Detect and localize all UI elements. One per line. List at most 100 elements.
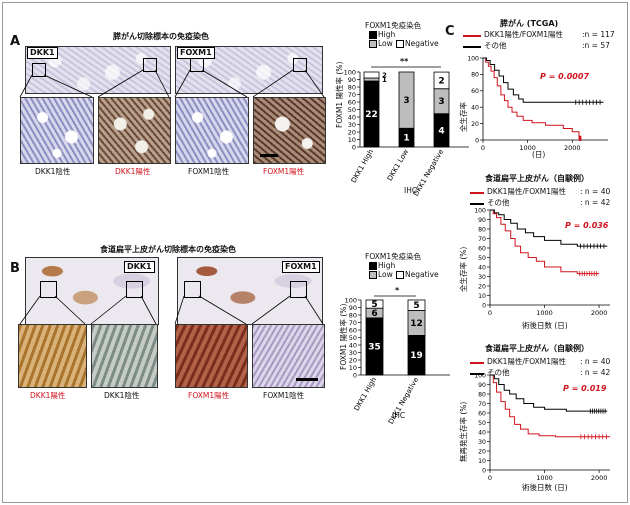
x-tick-label: 0 <box>481 144 485 152</box>
y-tick-label: 100 <box>467 55 479 62</box>
panel-c3-legend-red-n: : n = 40 <box>580 357 611 366</box>
panel-b-legend-high-swatch <box>369 262 377 270</box>
bar-segment-negative <box>365 299 384 309</box>
x-tick-label: 1000 <box>536 474 553 482</box>
y-tick-label: 100 <box>474 372 486 379</box>
panel-b-legend-negative-swatch <box>396 271 404 279</box>
bar-count-label: 1 <box>382 76 387 84</box>
y-tick-label: 100 <box>344 69 356 77</box>
bar-count-label: 3 <box>403 96 409 106</box>
panel-b-foxm1-roi-left <box>184 281 201 298</box>
panel-a-caption-foxm1-positive: FOXM1陽性 <box>263 167 305 176</box>
panel-a-caption-dkk1-negative: DKK1陰性 <box>35 167 71 176</box>
panel-c2-legend-red-n: : n = 40 <box>580 187 611 196</box>
panel-a-legend-low: Low <box>378 39 393 48</box>
panel-b-legend-high: High <box>378 261 396 270</box>
y-tick-label: 40 <box>478 264 486 271</box>
y-tick-label: 50 <box>349 334 357 342</box>
panel-c2-legend-black-label: その他 <box>487 198 510 207</box>
panel-a-foxm1-roi-right <box>293 58 307 72</box>
y-tick-label: 30 <box>348 121 356 129</box>
panel-b-significance: * <box>395 286 400 295</box>
panel-b-xgroup: IHC <box>392 411 406 420</box>
y-tick-label: 70 <box>478 236 486 243</box>
panel-letter-a: A <box>10 34 21 49</box>
panel-b-foxm1-label: FOXM1 <box>282 261 320 273</box>
km-curve-red <box>490 374 610 438</box>
panel-b-dkk1-lowmag-image <box>25 257 159 325</box>
panel-c3-legend-black-n: : n = 42 <box>580 368 611 377</box>
panel-a-significance: ** <box>400 57 409 66</box>
x-tick-label: 2000 <box>591 309 608 317</box>
bar-segment-negative <box>433 71 450 90</box>
y-tick-label: 60 <box>471 88 479 95</box>
panel-b-dkk1-roi-left <box>40 281 57 298</box>
panel-c3-xlabel: 術後日数 (日) <box>522 483 568 492</box>
panel-c1-xlabel: (日) <box>532 150 546 159</box>
panel-b-chart-title: FOXM1免疫染色 <box>365 252 422 261</box>
y-tick-label: 20 <box>478 448 486 455</box>
panel-c1-legend-red-n: :n = 117 <box>582 30 615 39</box>
panel-b-dkk1-roi-right <box>126 281 143 298</box>
panel-b-foxm1-negative-image <box>252 324 325 388</box>
bar-count-label: 2 <box>382 72 387 80</box>
y-tick-label: 60 <box>478 245 486 252</box>
panel-a-foxm1-negative-image <box>175 97 249 164</box>
y-tick-label: 30 <box>478 274 486 281</box>
y-tick-label: 70 <box>478 401 486 408</box>
bar-segment-low <box>398 71 415 129</box>
panel-a-chart-title: FOXM1免疫染色 <box>365 21 422 30</box>
panel-c3-legend-black-label: その他 <box>487 368 510 377</box>
panel-c1-legend-black-line <box>463 46 481 48</box>
x-tick-label: 0 <box>488 309 492 317</box>
panel-b-title: 食道扁平上皮がん切除標本の免疫染色 <box>100 245 236 254</box>
panel-a-caption-foxm1-negative: FOXM1陰性 <box>188 167 230 176</box>
panel-a-foxm1-roi-left <box>190 58 204 72</box>
panel-c3-legend-red-label: DKK1陽性/FOXM1陽性 <box>487 357 567 366</box>
panel-a-dkk1-positive-image <box>98 97 171 164</box>
y-tick-label: 100 <box>474 207 486 214</box>
panel-c2-title: 食道扁平上皮がん（自験例） <box>485 174 589 183</box>
y-tick-label: 80 <box>478 226 486 233</box>
panel-b-legend-low: Low <box>378 270 393 279</box>
y-tick-label: 60 <box>478 410 486 417</box>
y-tick-label: 40 <box>348 114 356 122</box>
panel-c3-title: 食道扁平上皮がん（自験例） <box>485 344 589 353</box>
y-tick-label: 70 <box>349 319 357 327</box>
y-tick-label: 30 <box>349 349 357 357</box>
km-curve-black <box>490 374 608 412</box>
y-tick-label: 0 <box>482 467 486 474</box>
panel-a-caption-dkk1-positive: DKK1陽性 <box>115 167 151 176</box>
y-tick-label: 10 <box>478 458 486 465</box>
y-tick-label: 40 <box>471 105 479 112</box>
panel-a-dkk1-negative-image <box>20 97 94 164</box>
y-tick-label: 80 <box>349 312 357 320</box>
panel-b-caption-dkk1-positive: DKK1陽性 <box>30 391 66 400</box>
x-tick-label: 1000 <box>519 144 536 152</box>
panel-b-foxm1-roi-right <box>290 281 307 298</box>
km-curve-red <box>490 209 600 275</box>
panel-b-dkk1-negative-image <box>91 324 158 388</box>
km-curve-red <box>483 57 582 139</box>
panel-a-legend-negative: Negative <box>405 39 439 48</box>
y-tick-label: 0 <box>482 302 486 309</box>
panel-a-legend-low-swatch <box>369 40 377 48</box>
y-tick-label: 30 <box>478 439 486 446</box>
x-tick-label: 2000 <box>591 474 608 482</box>
bar-count-label: 1 <box>403 134 409 144</box>
y-tick-label: 10 <box>349 364 357 372</box>
y-tick-label: 0 <box>475 137 479 144</box>
y-tick-label: 80 <box>348 84 356 92</box>
panel-a-scale-bar <box>260 154 278 157</box>
panel-c1-title: 膵がん (TCGA) <box>500 19 559 28</box>
x-tick-label: 2000 <box>564 144 581 152</box>
y-tick-label: 10 <box>348 136 356 144</box>
bar-count-label: 22 <box>365 110 378 120</box>
panel-c2-legend-red-label: DKK1陽性/FOXM1陽性 <box>487 187 567 196</box>
bar-count-label: 6 <box>371 309 377 319</box>
y-tick-label: 90 <box>478 382 486 389</box>
